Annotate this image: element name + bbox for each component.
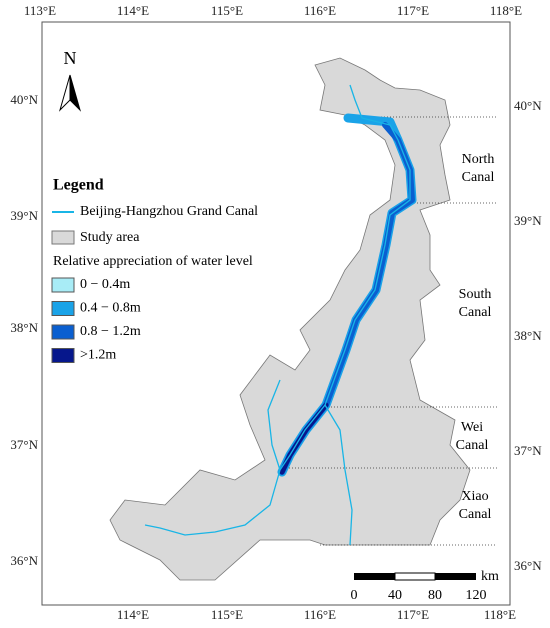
north-label: N [64, 48, 77, 68]
legend-subtitle: Relative appreciation of water level [53, 254, 253, 269]
lat-label: 38°N [514, 328, 542, 343]
legend-area-symbol [51, 230, 75, 245]
lon-label: 118°E [484, 607, 516, 622]
canal-line [144, 84, 411, 546]
region-label: Wei [461, 420, 483, 435]
region-label: Canal [459, 507, 492, 522]
region-label: Xiao [461, 489, 488, 504]
legend-title: Legend [53, 177, 104, 194]
legend-label: Beijing-Hangzhou Grand Canal [80, 204, 258, 219]
lon-label: 117°E [397, 607, 429, 622]
lon-label: 115°E [211, 3, 243, 18]
region-label: South [459, 287, 492, 302]
lat-label: 39°N [514, 213, 542, 228]
lat-label: 36°N [514, 558, 542, 573]
region-label: North [462, 152, 495, 167]
lon-label: 116°E [304, 3, 336, 18]
legend-label: Study area [80, 230, 140, 245]
legend-swatch [51, 277, 75, 293]
lat-label: 37°N [514, 443, 542, 458]
north-arrow [58, 74, 82, 112]
study-area [109, 57, 471, 581]
lat-label: 37°N [10, 437, 38, 452]
lon-label: 114°E [117, 3, 149, 18]
legend-label: 0 − 0.4m [80, 277, 130, 292]
region-label: Canal [456, 438, 489, 453]
lat-label: 40°N [514, 98, 542, 113]
lat-label: 36°N [10, 553, 38, 568]
scale-label: 40 [388, 588, 402, 603]
lon-label: 114°E [117, 607, 149, 622]
scale-label: 80 [428, 588, 442, 603]
lon-label: 117°E [397, 3, 429, 18]
legend-label: 0.8 − 1.2m [80, 324, 141, 339]
legend-label: 0.4 − 0.8m [80, 301, 141, 316]
lon-label: 113°E [24, 3, 56, 18]
region-label: Canal [459, 305, 492, 320]
scale-bar [354, 572, 476, 581]
section-dividers [280, 116, 497, 546]
scale-unit: km [481, 569, 499, 584]
legend-label: >1.2m [80, 348, 116, 363]
legend-swatch [51, 324, 75, 340]
lat-label: 39°N [10, 208, 38, 223]
lon-label: 116°E [304, 607, 336, 622]
lat-label: 38°N [10, 320, 38, 335]
scale-label: 120 [466, 588, 487, 603]
lon-label: 115°E [211, 607, 243, 622]
lon-label: 118°E [490, 3, 522, 18]
scale-label: 0 [351, 588, 358, 603]
lat-label: 40°N [10, 92, 38, 107]
legend-swatch [51, 301, 75, 316]
legend-swatch [51, 348, 75, 363]
region-label: Canal [462, 170, 495, 185]
